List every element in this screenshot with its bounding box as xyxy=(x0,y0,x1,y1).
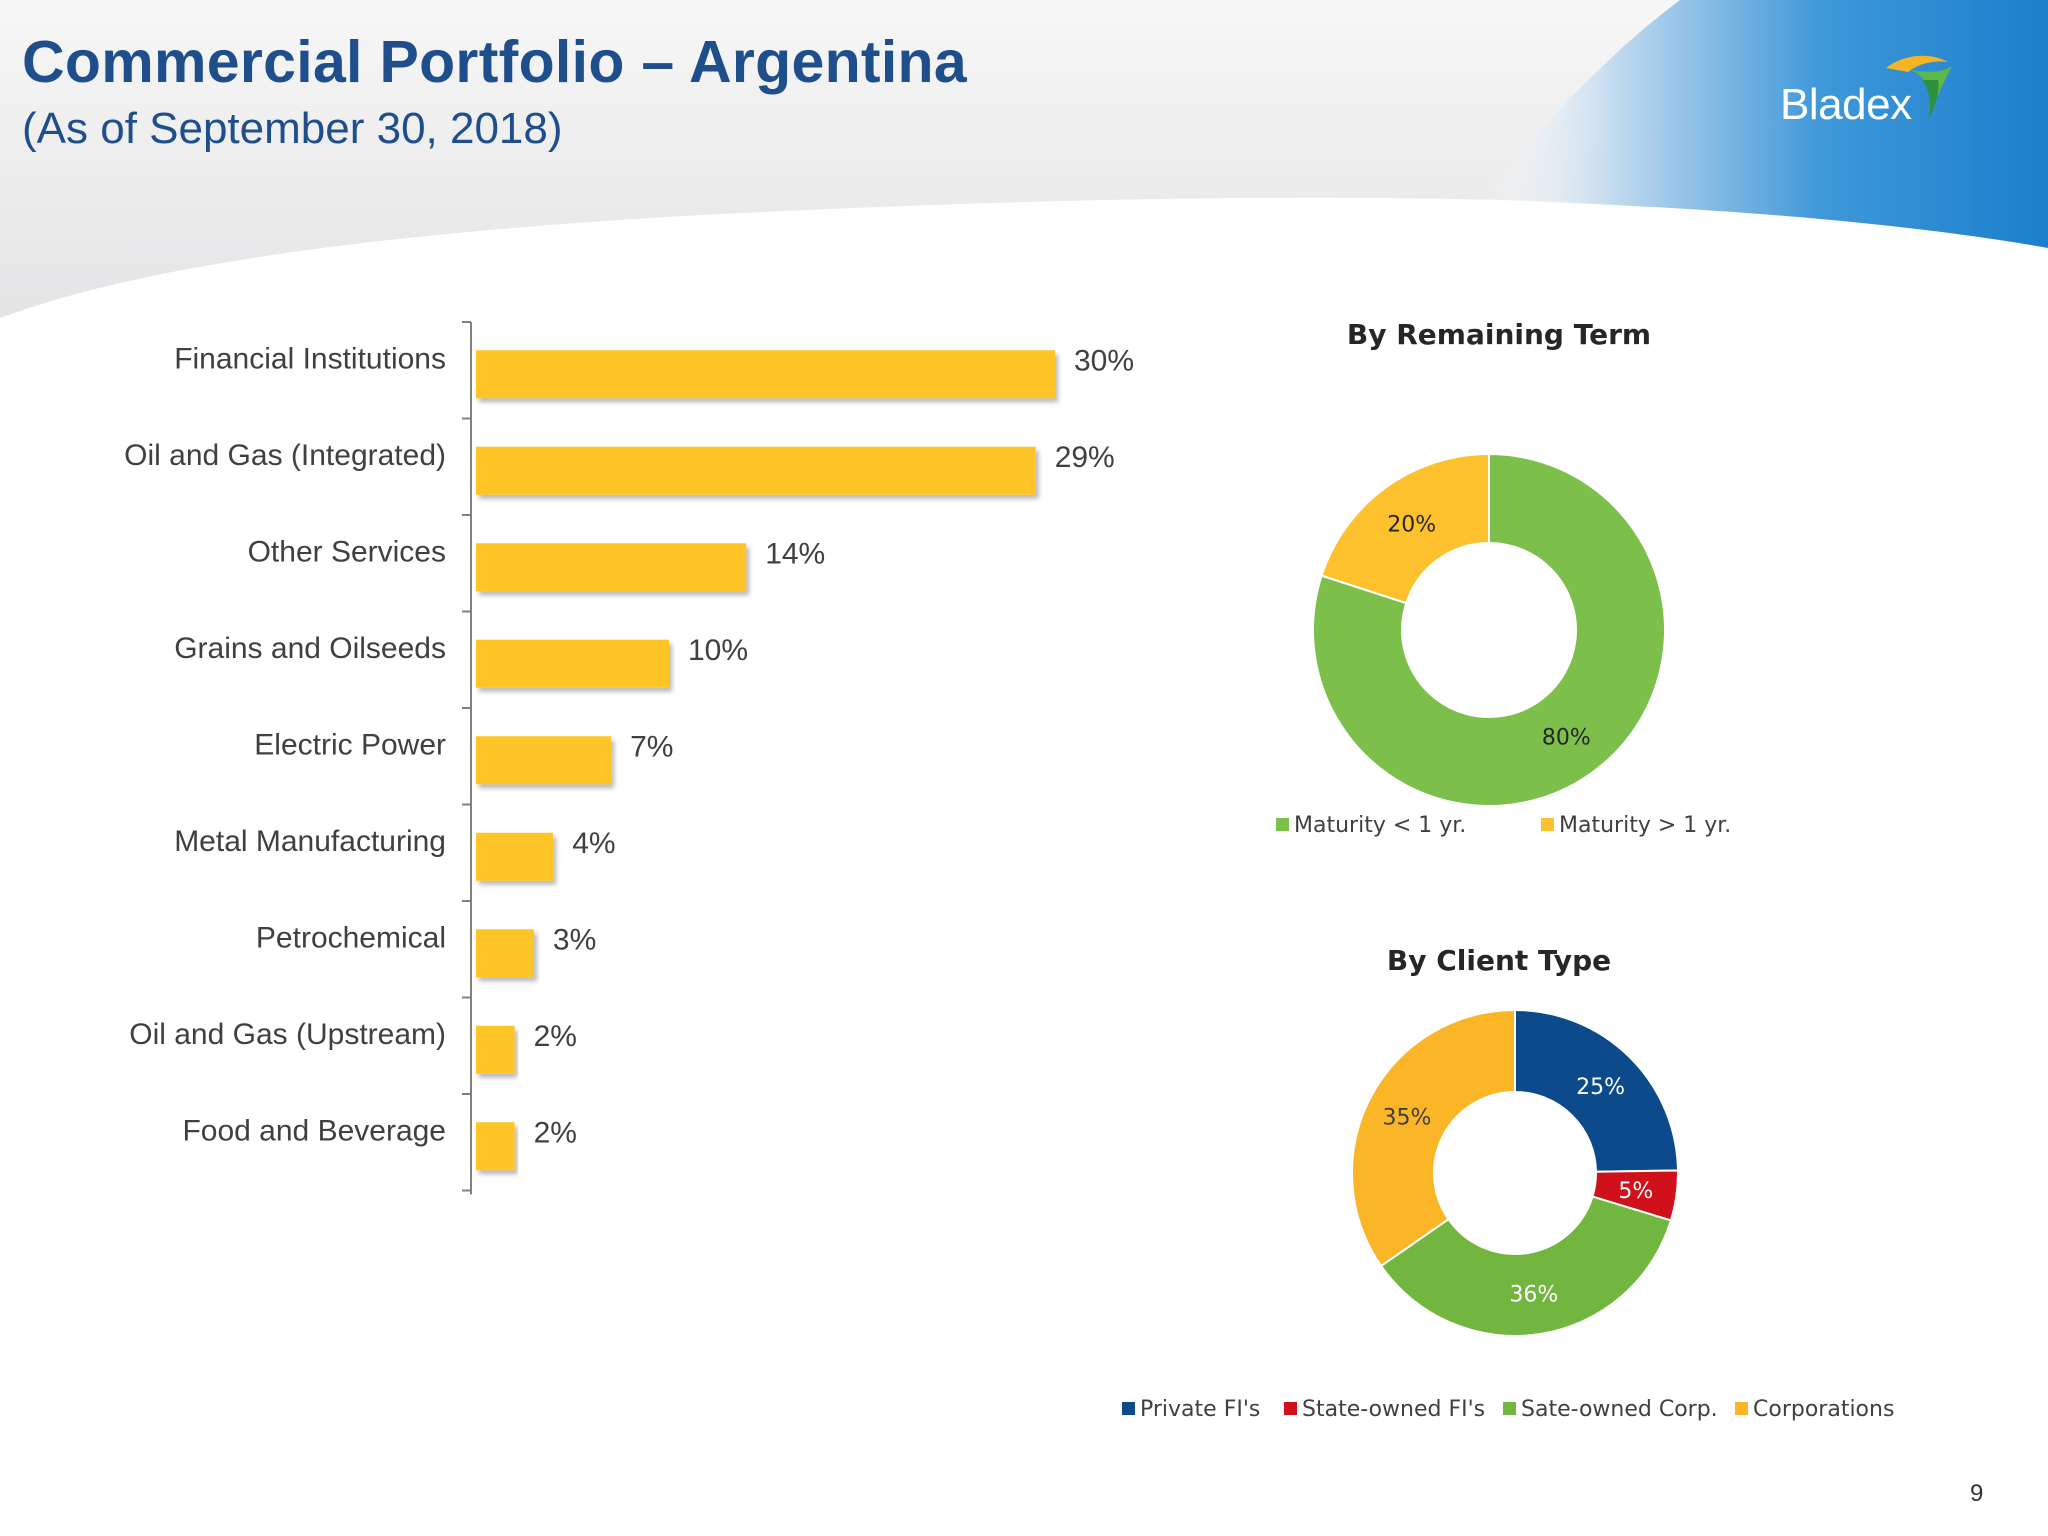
category-label: Food and Beverage xyxy=(182,1114,446,1147)
page-subtitle: (As of September 30, 2018) xyxy=(22,104,563,153)
category-label: Other Services xyxy=(248,535,446,568)
data-label: 2% xyxy=(534,1020,577,1053)
donut-slice xyxy=(1379,1195,1673,1338)
slice-label: 25% xyxy=(1576,1075,1625,1100)
legend-item: Maturity < 1 yr. xyxy=(1294,813,1466,838)
slice-label: 80% xyxy=(1542,725,1591,750)
bladex-logo: Bladex xyxy=(1780,50,1960,140)
page-number: 9 xyxy=(1970,1480,1984,1507)
donut-slice xyxy=(1351,1008,1516,1268)
legend-swatch xyxy=(1284,1402,1297,1415)
legend-swatch xyxy=(1503,1402,1516,1415)
data-label: 7% xyxy=(630,730,673,763)
slice-label: 35% xyxy=(1382,1105,1431,1130)
bar xyxy=(476,1122,515,1171)
data-label: 10% xyxy=(688,634,748,667)
bar xyxy=(476,736,612,785)
bar xyxy=(476,446,1036,495)
legend-item: Sate-owned Corp. xyxy=(1521,1397,1718,1422)
category-label: Petrochemical xyxy=(256,921,446,954)
legend-item: Maturity > 1 yr. xyxy=(1559,813,1731,838)
bar xyxy=(476,929,534,978)
data-label: 29% xyxy=(1055,441,1115,474)
legend-swatch xyxy=(1276,818,1289,831)
legend-item: Corporations xyxy=(1753,1397,1894,1422)
category-label: Grains and Oilseeds xyxy=(174,632,446,665)
data-label: 30% xyxy=(1074,344,1134,377)
category-label: Oil and Gas (Integrated) xyxy=(124,439,446,472)
bar xyxy=(476,543,747,592)
slice-label: 36% xyxy=(1509,1283,1558,1308)
legend-item: State-owned FI's xyxy=(1302,1397,1485,1422)
slice-label: 5% xyxy=(1618,1179,1653,1204)
donut-slice xyxy=(1311,452,1666,807)
slice-label: 20% xyxy=(1387,513,1436,538)
bar xyxy=(476,832,554,881)
data-label: 3% xyxy=(553,923,596,956)
logo-text: Bladex xyxy=(1780,80,1912,129)
category-label: Metal Manufacturing xyxy=(174,825,446,858)
category-label: Financial Institutions xyxy=(174,342,446,375)
legend-swatch xyxy=(1122,1402,1135,1415)
data-label: 2% xyxy=(534,1116,577,1149)
legend-swatch xyxy=(1735,1402,1748,1415)
bird-icon xyxy=(1886,55,1952,120)
legend-item: Private FI's xyxy=(1140,1397,1260,1422)
bar xyxy=(476,1025,515,1074)
data-label: 4% xyxy=(572,827,615,860)
bar xyxy=(476,639,669,688)
category-label: Oil and Gas (Upstream) xyxy=(129,1018,446,1051)
data-label: 14% xyxy=(765,537,825,570)
donut-slice xyxy=(1320,452,1490,605)
donut-slice xyxy=(1514,1008,1679,1173)
page-title: Commercial Portfolio – Argentina xyxy=(22,29,968,95)
category-label: Electric Power xyxy=(254,728,446,761)
legend-swatch xyxy=(1541,818,1554,831)
bar xyxy=(476,350,1055,399)
chart-title: By Client Type xyxy=(1387,944,1611,977)
chart-title: By Remaining Term xyxy=(1347,318,1651,351)
